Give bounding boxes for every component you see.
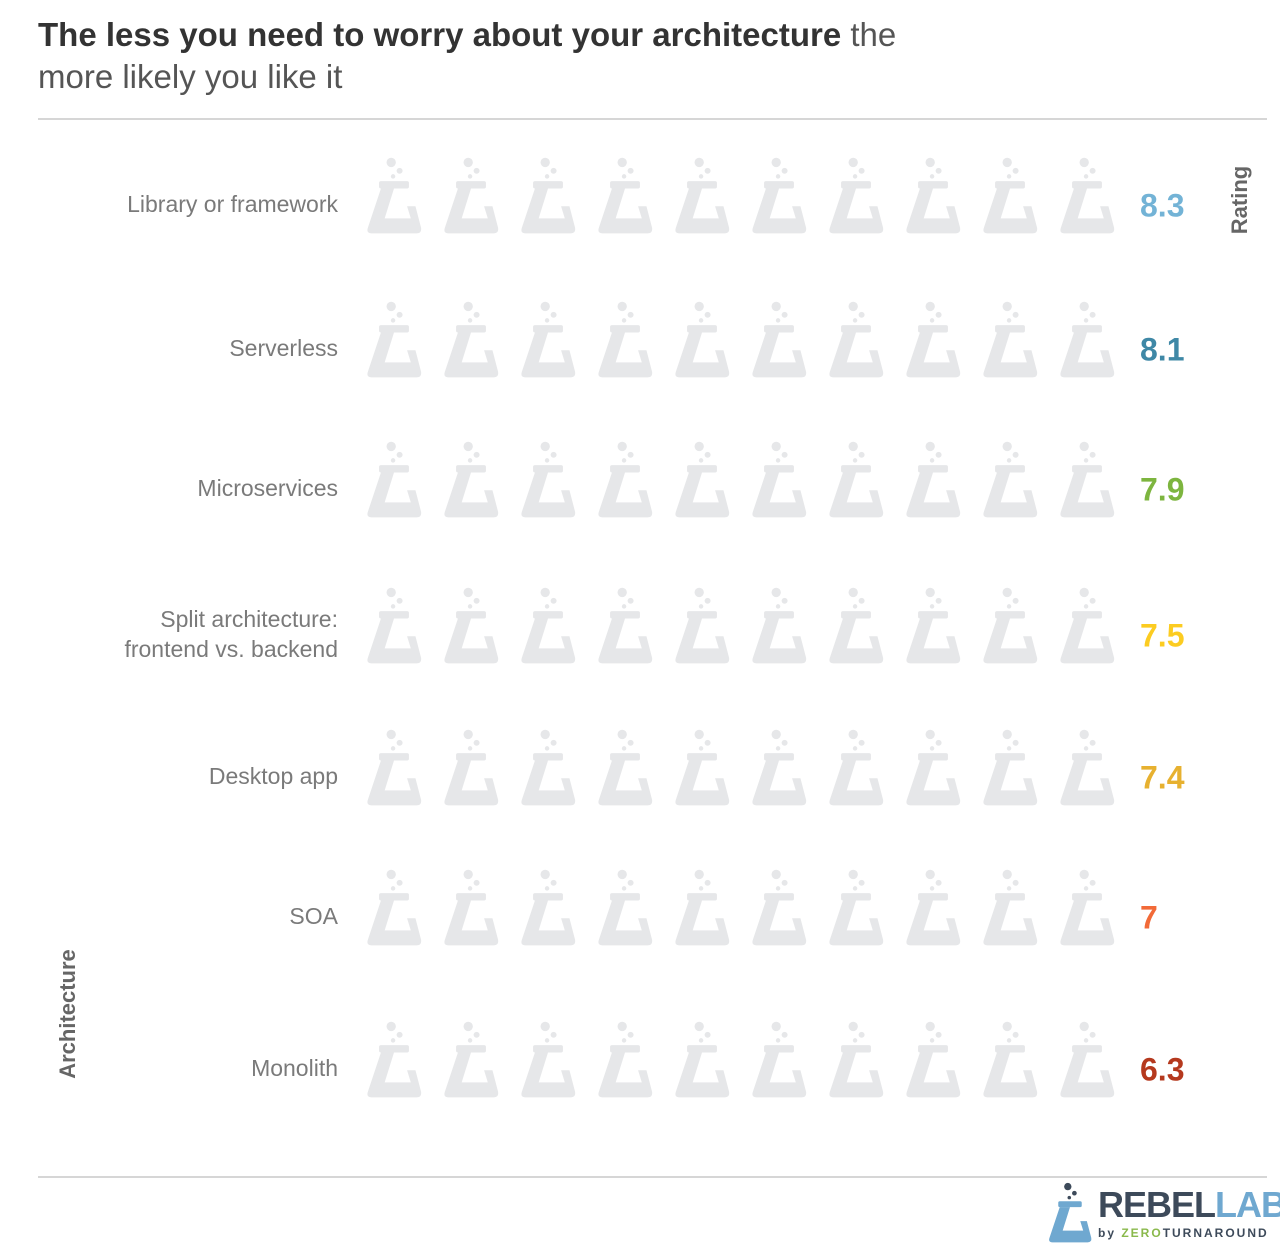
flask-mark — [752, 301, 807, 378]
flask-mark — [521, 441, 576, 518]
flask-mark — [752, 157, 807, 234]
rating-value: 7.4 — [1140, 759, 1185, 796]
flask-mark — [521, 1021, 576, 1098]
flask-mark — [1060, 869, 1115, 946]
bottom-divider — [38, 1176, 1267, 1178]
flask-mark — [752, 869, 807, 946]
flask-mark — [521, 869, 576, 946]
title-rest: the — [841, 16, 897, 53]
flask-mark — [752, 441, 807, 518]
flask-mark — [675, 441, 730, 518]
flask-mark — [906, 587, 961, 664]
flask-mark — [367, 869, 422, 946]
flask-mark — [444, 441, 499, 518]
flask-mark — [1060, 301, 1115, 378]
logo-wordmark: REBELLABS — [1098, 1184, 1280, 1225]
flask-mark — [444, 869, 499, 946]
flask-mark — [829, 729, 884, 806]
flask-mark — [675, 157, 730, 234]
flask-mark — [983, 301, 1038, 378]
flask-mark — [675, 1021, 730, 1098]
flask-mark — [829, 301, 884, 378]
flask-mark — [1060, 157, 1115, 234]
title-bold: The less you need to worry about your ar… — [38, 16, 842, 53]
flask-mark — [598, 729, 653, 806]
flask-mark — [983, 869, 1038, 946]
flask-mark — [829, 1021, 884, 1098]
flask-mark — [906, 301, 961, 378]
category-label: Serverless — [229, 335, 338, 361]
flask-mark — [367, 441, 422, 518]
flask-mark — [906, 157, 961, 234]
flask-mark — [444, 587, 499, 664]
title-line-2: more likely you like it — [38, 58, 343, 95]
flask-mark — [598, 587, 653, 664]
flask-mark — [1060, 587, 1115, 664]
flask-mark — [829, 157, 884, 234]
flask-mark — [444, 157, 499, 234]
category-label: Microservices — [197, 475, 338, 501]
flask-mark — [675, 587, 730, 664]
flask-mark — [906, 1021, 961, 1098]
flask-mark — [829, 441, 884, 518]
category-label: Split architecture: frontend vs. backend — [124, 606, 338, 662]
flask-mark — [675, 869, 730, 946]
flask-mark — [829, 869, 884, 946]
flask-mark — [521, 157, 576, 234]
flask-mark — [598, 869, 653, 946]
flask-mark — [829, 587, 884, 664]
rating-value: 7.9 — [1140, 471, 1185, 508]
flask-mark — [675, 301, 730, 378]
flask-mark — [906, 441, 961, 518]
flask-mark — [983, 729, 1038, 806]
logo-tagline: by ZEROTURNAROUND — [1098, 1226, 1269, 1240]
flask-mark — [983, 1021, 1038, 1098]
rating-value: 7.5 — [1140, 617, 1185, 654]
flask-mark — [1060, 729, 1115, 806]
flask-mark — [598, 441, 653, 518]
category-label: Monolith — [251, 1055, 338, 1081]
flask-mark — [444, 1021, 499, 1098]
flask-mark — [906, 729, 961, 806]
flask-mark — [983, 157, 1038, 234]
flask-mark — [598, 157, 653, 234]
flask-mark — [752, 587, 807, 664]
flask-mark — [367, 587, 422, 664]
flask-logo-icon — [1049, 1182, 1092, 1243]
chart-title: The less you need to worry about your ar… — [38, 14, 1138, 98]
flask-mark — [367, 301, 422, 378]
rating-value: 7 — [1140, 899, 1158, 936]
flask-mark — [444, 729, 499, 806]
flask-mark — [367, 157, 422, 234]
flask-mark — [675, 729, 730, 806]
rating-value: 6.3 — [1140, 1051, 1185, 1088]
rating-value: 8.3 — [1140, 187, 1185, 224]
rebellabs-logo: REBELLABS by ZEROTURNAROUND — [1048, 1182, 1280, 1246]
flask-mark — [983, 441, 1038, 518]
flask-mark — [598, 1021, 653, 1098]
flask-mark — [521, 587, 576, 664]
flask-mark — [521, 301, 576, 378]
flask-mark — [983, 587, 1038, 664]
flask-mark — [752, 729, 807, 806]
flask-mark — [1060, 1021, 1115, 1098]
top-divider — [38, 118, 1267, 120]
flask-mark — [521, 729, 576, 806]
flask-mark — [1060, 441, 1115, 518]
flask-mark — [444, 301, 499, 378]
flask-mark — [752, 1021, 807, 1098]
flask-mark — [367, 1021, 422, 1098]
rating-value: 8.1 — [1140, 331, 1185, 368]
category-label: Desktop app — [208, 763, 338, 789]
category-label: Library or framework — [127, 191, 338, 217]
category-label: SOA — [289, 903, 338, 929]
flask-mark — [906, 869, 961, 946]
flask-mark — [367, 729, 422, 806]
flask-mark — [598, 301, 653, 378]
